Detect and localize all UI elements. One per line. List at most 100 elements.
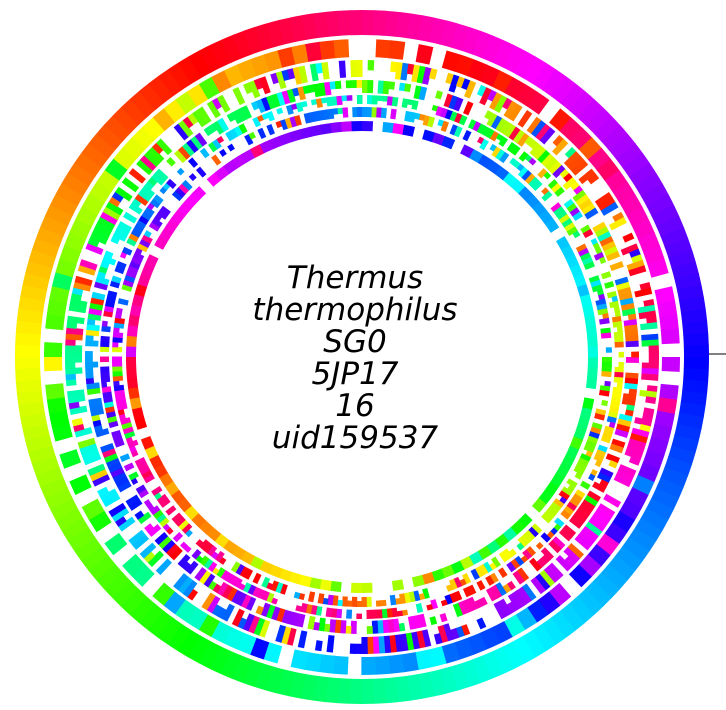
ring-segment — [313, 11, 329, 39]
ring-segment — [671, 434, 699, 454]
label-line-6: uid159537 — [271, 420, 439, 456]
ring-segment — [218, 556, 227, 565]
ring-segment — [112, 332, 124, 339]
ring-segment — [118, 413, 126, 421]
ring-segment — [578, 137, 602, 161]
ring-segment — [153, 463, 168, 479]
genome-ring-7 — [125, 120, 599, 594]
ring-segment — [597, 444, 608, 453]
ring-segment — [582, 228, 594, 239]
ring-segment — [645, 396, 657, 405]
ring-segment — [279, 132, 293, 146]
ring-segment — [592, 481, 607, 493]
ring-segment — [150, 198, 161, 209]
ring-segment — [126, 324, 139, 337]
ring-segment — [315, 605, 323, 616]
ring-segment — [640, 508, 669, 532]
ring-segment — [147, 550, 165, 568]
ring-segment — [552, 165, 566, 179]
ring-segment — [613, 331, 624, 338]
ring-segment — [181, 522, 193, 534]
ring-segment — [642, 245, 665, 265]
ring-segment — [148, 75, 174, 104]
ring-segment — [450, 663, 470, 691]
ring-segment — [195, 166, 207, 178]
ring-segment — [275, 70, 287, 90]
ring-segment — [651, 423, 673, 443]
ring-segment — [91, 291, 106, 301]
ring-segment — [312, 621, 320, 631]
ring-segment — [528, 139, 539, 150]
ring-segment — [100, 443, 115, 453]
ring-segment — [186, 607, 209, 630]
ring-segment — [540, 532, 551, 543]
ring-segment — [326, 96, 333, 107]
ring-segment — [646, 498, 674, 521]
ring-segment — [646, 316, 658, 324]
ring-segment — [527, 526, 539, 538]
ring-segment — [226, 587, 238, 602]
ring-segment — [166, 178, 177, 189]
ring-segment — [588, 473, 596, 481]
ring-segment — [144, 206, 155, 217]
ring-segment — [492, 40, 515, 68]
ring-segment — [528, 176, 540, 188]
ring-segment — [613, 474, 632, 488]
ring-segment — [582, 397, 595, 410]
ring-segment — [541, 512, 553, 524]
ring-segment — [144, 445, 159, 460]
ring-segment — [564, 146, 577, 159]
ring-segment — [415, 44, 434, 65]
ring-segment — [216, 581, 229, 596]
ring-segment — [225, 130, 235, 142]
ring-segment — [634, 417, 653, 427]
ring-segment — [453, 590, 463, 602]
ring-segment — [389, 594, 397, 606]
ring-segment — [512, 635, 536, 664]
ring-segment — [628, 162, 657, 187]
ring-segment — [609, 261, 624, 271]
ring-segment — [115, 307, 123, 315]
ring-segment — [240, 550, 255, 565]
ring-segment — [74, 275, 93, 287]
ring-segment — [534, 573, 551, 591]
ring-segment — [111, 580, 139, 607]
ring-segment — [84, 356, 93, 363]
ring-segment — [85, 340, 99, 347]
ring-segment — [177, 553, 191, 568]
ring-segment — [159, 497, 171, 508]
ring-segment — [182, 116, 194, 129]
ring-segment — [547, 179, 559, 190]
ring-segment — [608, 133, 636, 160]
ring-segment — [266, 111, 275, 122]
ring-segment — [418, 113, 426, 122]
ring-segment — [118, 516, 136, 532]
ring-segment — [248, 131, 256, 140]
ring-segment — [120, 588, 147, 615]
ring-segment — [266, 124, 275, 136]
ring-segment — [111, 191, 124, 203]
ring-segment — [105, 457, 121, 469]
ring-segment — [16, 308, 44, 324]
ring-segment — [485, 575, 495, 586]
ring-segment — [93, 281, 109, 291]
ring-segment — [614, 336, 624, 343]
ring-segment — [428, 68, 438, 80]
ring-segment — [676, 284, 704, 302]
ring-segment — [158, 68, 183, 97]
ring-segment — [328, 619, 337, 633]
ring-segment — [173, 149, 188, 164]
ring-segment — [608, 421, 616, 429]
ring-segment — [313, 675, 329, 703]
ring-segment — [175, 91, 198, 115]
ring-segment — [459, 556, 474, 570]
ring-segment — [569, 436, 583, 451]
ring-segment — [444, 109, 454, 120]
ring-segment — [190, 135, 204, 150]
ring-segment — [660, 328, 680, 345]
ring-segment — [503, 614, 526, 638]
ring-segment — [628, 265, 647, 277]
ring-segment — [194, 567, 207, 582]
ring-segment — [618, 464, 637, 477]
